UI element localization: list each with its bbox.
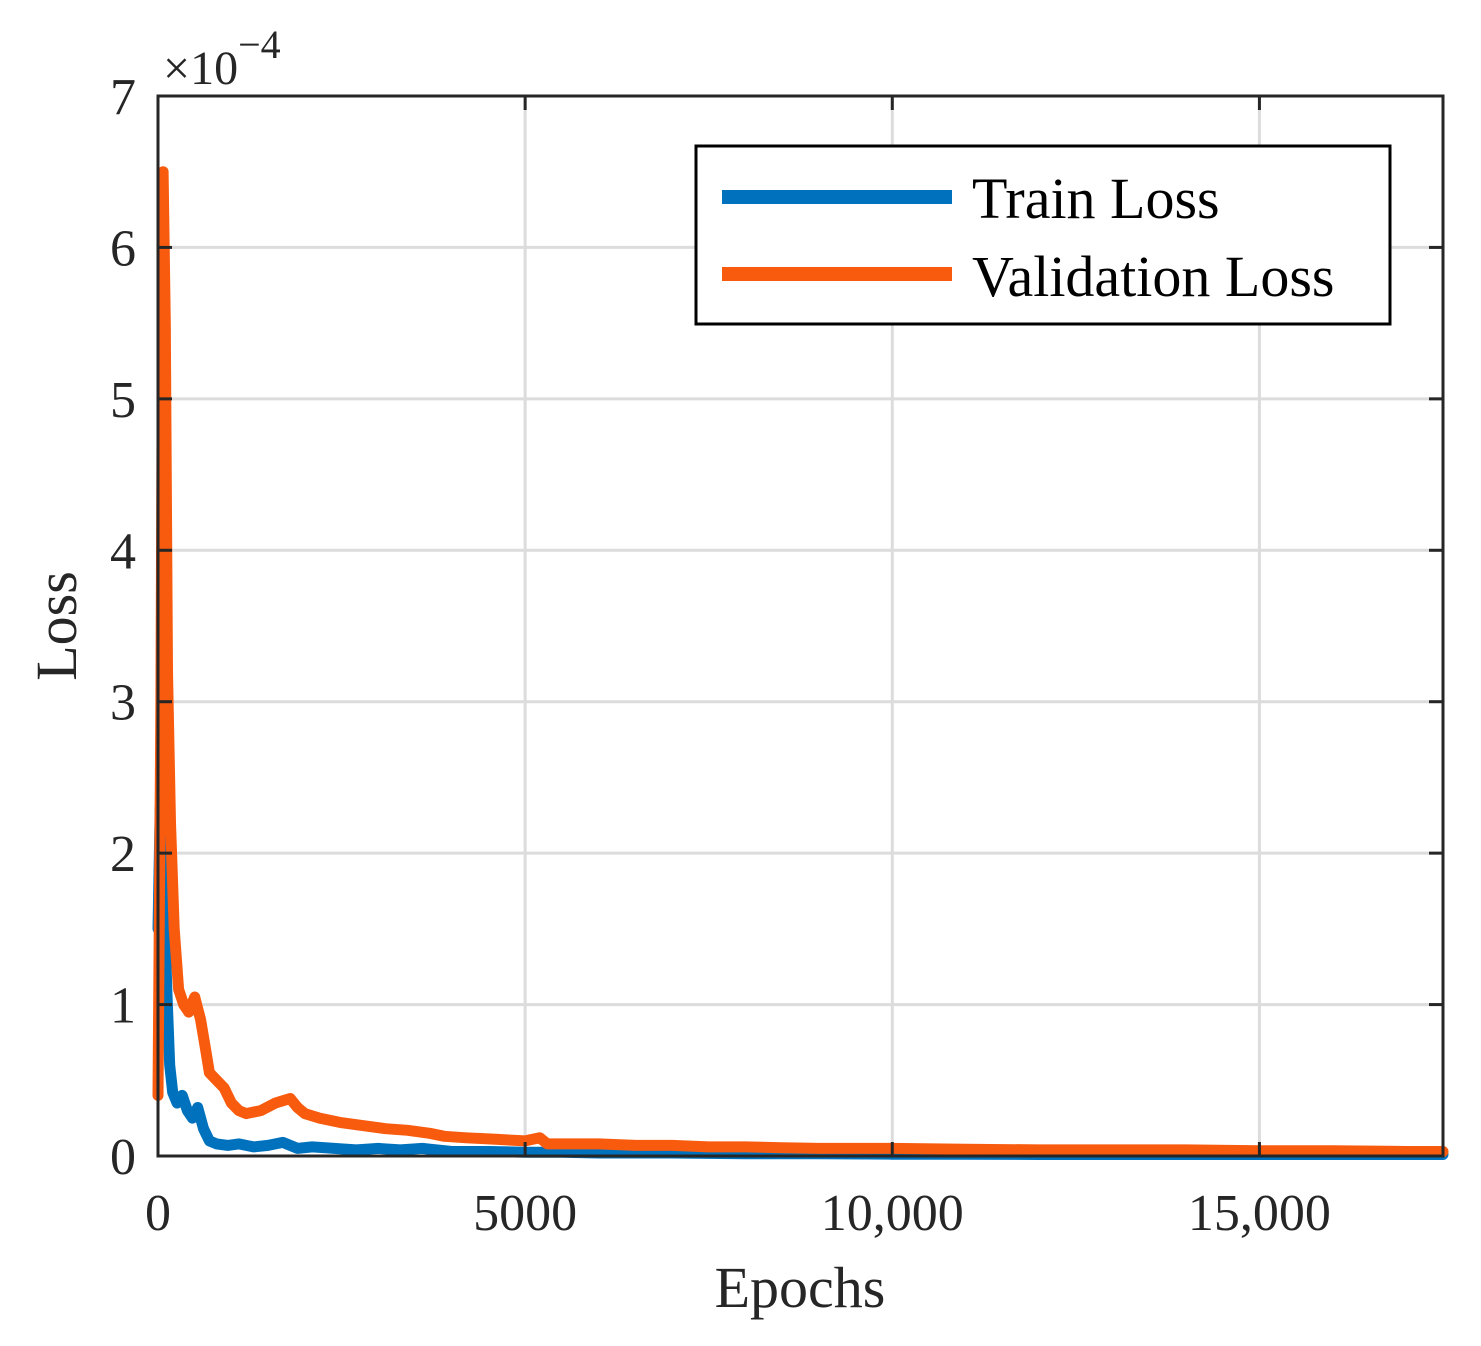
legend-label-validation-loss: Validation Loss — [972, 244, 1334, 309]
plot-frame — [156, 94, 1445, 1158]
y-multiplier-exponent: −4 — [238, 22, 281, 67]
y-tick-labels: 0 1 2 3 4 5 6 7 — [110, 69, 136, 1186]
series-line-validation-loss — [152, 166, 1449, 1157]
legend-box — [694, 144, 1392, 326]
y-tick-label: 7 — [110, 69, 136, 126]
x-tick-labels: 0 5000 10,000 15,000 — [145, 1185, 1331, 1242]
y-tick-label: 3 — [110, 675, 136, 732]
x-tick-label: 0 — [145, 1185, 171, 1242]
y-axis-label: Loss — [24, 571, 89, 681]
x-axis-label: Epochs — [715, 1255, 886, 1320]
y-multiplier-label: ×10−4 — [163, 22, 281, 95]
x-tick-label: 15,000 — [1188, 1185, 1331, 1242]
y-tick-label: 6 — [110, 220, 136, 277]
x-tick-label: 5000 — [473, 1185, 577, 1242]
legend-label-train-loss: Train Loss — [972, 166, 1220, 231]
y-tick-label: 5 — [110, 372, 136, 429]
y-tick-label: 0 — [110, 1129, 136, 1186]
series-group — [152, 166, 1449, 1160]
tick-marks — [156, 94, 1443, 1158]
y-tick-label: 1 — [110, 978, 136, 1035]
y-tick-label: 4 — [110, 523, 136, 580]
y-tick-label: 2 — [110, 826, 136, 883]
legend: Train Loss Validation Loss — [694, 144, 1392, 326]
x-tick-label: 10,000 — [821, 1185, 964, 1242]
